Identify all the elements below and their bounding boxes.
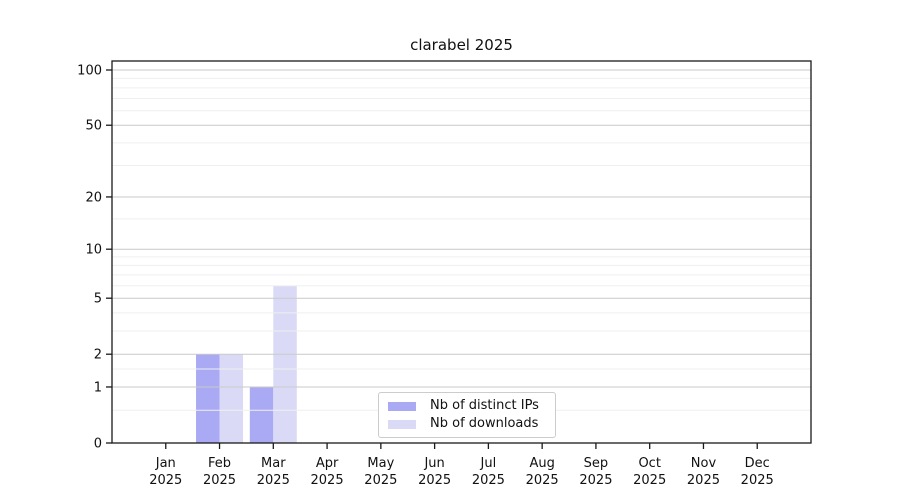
- x-tick-label-month: Jan: [155, 456, 176, 471]
- x-tick-label-year: 2025: [149, 473, 182, 488]
- chart-title: clarabel 2025: [410, 36, 513, 54]
- x-tick-label-year: 2025: [526, 473, 559, 488]
- x-tick-label-month: Apr: [316, 456, 339, 471]
- y-tick-label: 1: [94, 380, 102, 395]
- x-tick-label-month: May: [367, 456, 394, 471]
- legend-row-downloads: Nb of downloads: [388, 417, 539, 431]
- x-tick-label-month: Dec: [745, 456, 770, 471]
- x-tick-label-year: 2025: [418, 473, 451, 488]
- legend: Nb of distinct IPs Nb of downloads: [378, 392, 556, 438]
- axes-frame: [111, 60, 812, 444]
- x-tick-label-year: 2025: [579, 473, 612, 488]
- bar-mar-series-0: [249, 386, 274, 443]
- x-tick-label-month: Aug: [529, 456, 554, 471]
- x-tick-label-year: 2025: [741, 473, 774, 488]
- x-tick-label-month: Jul: [480, 456, 497, 471]
- y-tick-label: 20: [85, 190, 102, 205]
- y-tick-label: 0: [94, 437, 102, 452]
- x-tick-label-year: 2025: [687, 473, 720, 488]
- x-tick-label-month: Mar: [261, 456, 286, 471]
- legend-row-distinct-ips: Nb of distinct IPs: [388, 399, 539, 413]
- x-tick-label-month: Sep: [584, 456, 609, 471]
- bar-feb-series-0: [196, 354, 220, 443]
- x-tick-label-year: 2025: [364, 473, 397, 488]
- y-tick-label: 10: [85, 243, 102, 258]
- x-tick-label-year: 2025: [311, 473, 344, 488]
- x-tick-label-month: Nov: [691, 456, 717, 471]
- legend-swatch-distinct-ips: [388, 401, 416, 411]
- x-tick-label-month: Jun: [423, 456, 444, 471]
- x-tick-label-year: 2025: [633, 473, 666, 488]
- bar-feb-series-1: [219, 354, 244, 443]
- bar-mar-series-1: [273, 285, 297, 443]
- x-tick-label-year: 2025: [257, 473, 290, 488]
- x-tick-label-year: 2025: [472, 473, 505, 488]
- legend-label-downloads: Nb of downloads: [430, 416, 539, 431]
- legend-label-distinct-ips: Nb of distinct IPs: [430, 398, 539, 413]
- y-tick-label: 50: [85, 119, 102, 134]
- x-tick-label-month: Oct: [638, 456, 660, 471]
- legend-swatch-downloads: [388, 419, 416, 429]
- y-tick-label: 5: [94, 292, 102, 307]
- x-tick-label-year: 2025: [203, 473, 236, 488]
- y-tick-label: 100: [77, 64, 102, 79]
- x-tick-label-month: Feb: [208, 456, 231, 471]
- y-tick-label: 2: [94, 348, 102, 363]
